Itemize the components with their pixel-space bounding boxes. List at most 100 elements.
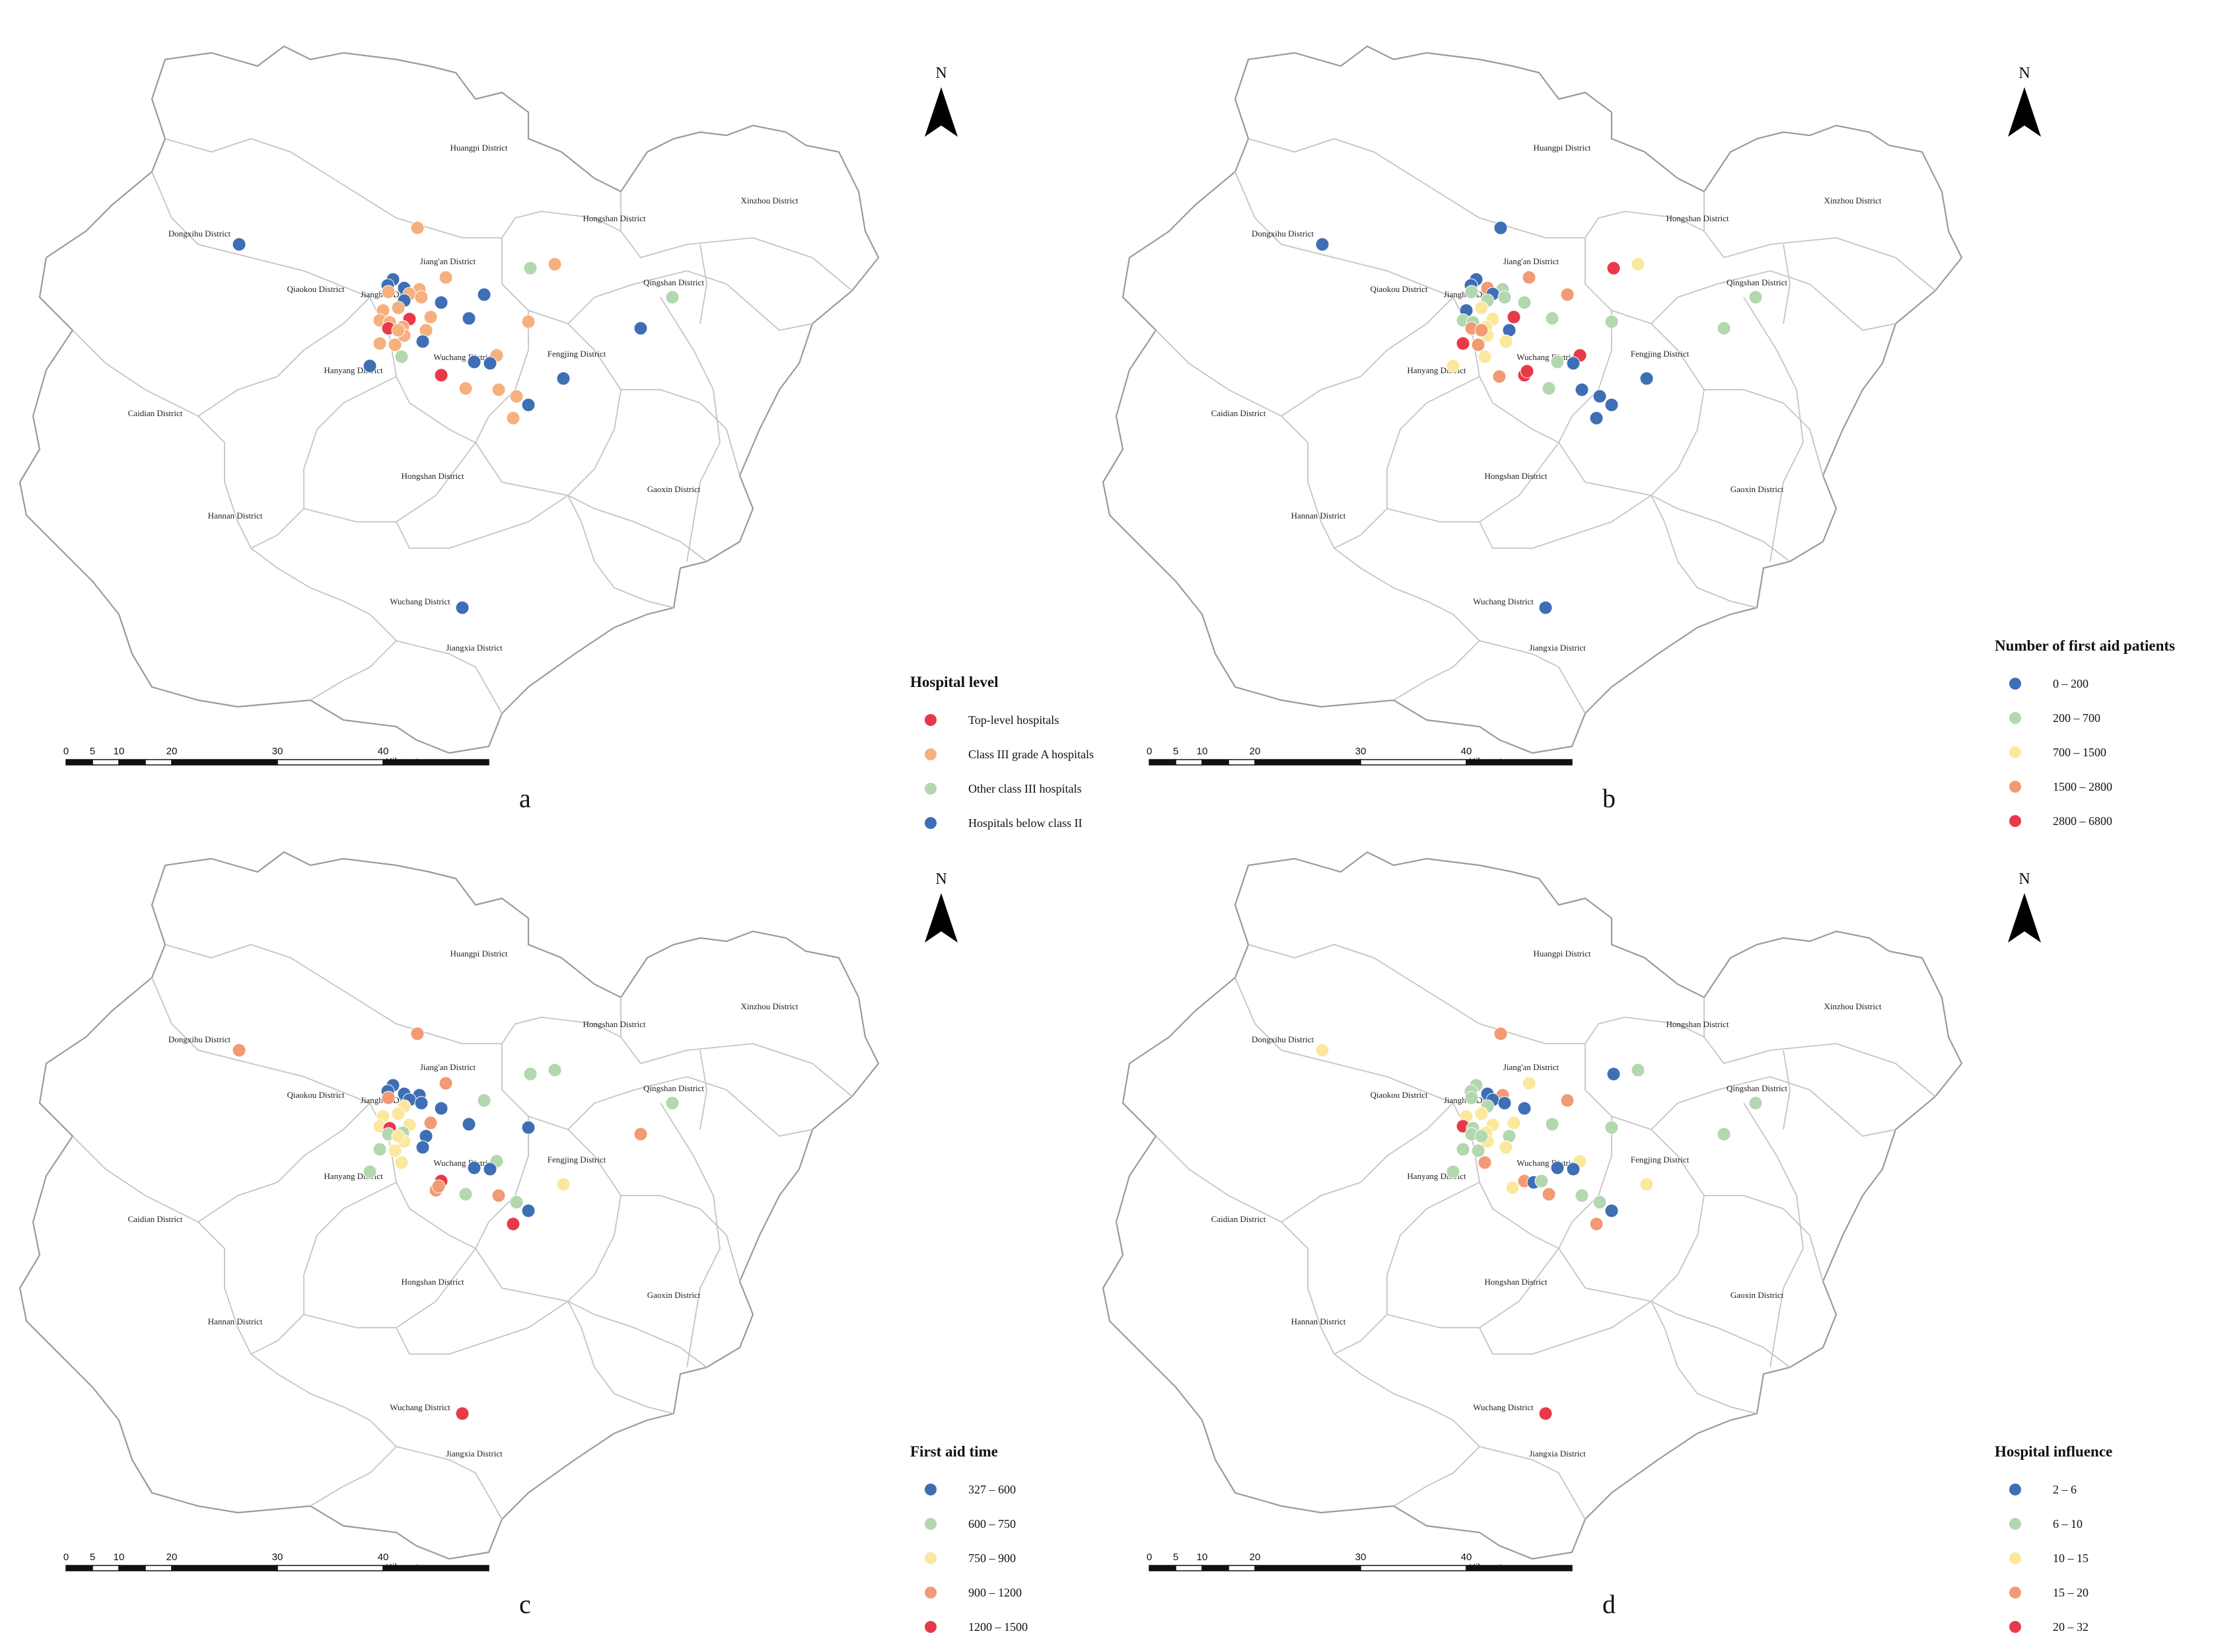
hospital-marker [363,1165,377,1179]
district-label: Qiaokou District [287,1090,344,1100]
hospital-marker [1505,1180,1520,1195]
hospital-marker [391,301,406,315]
hospital-marker [1560,1093,1575,1108]
hospital-marker [1446,1165,1460,1179]
scale-tick-label: 10 [1197,746,1208,757]
district-boundary [1704,389,1824,476]
hospital-marker [1589,1217,1604,1231]
scale-tick-label: 10 [1197,1552,1208,1563]
district-label: Hongshan District [583,1019,646,1029]
hospital-marker [521,314,536,329]
city-outline [18,851,880,1560]
hospital-marker [391,1129,406,1143]
hospital-marker [1550,1161,1565,1175]
hospital-marker [434,368,448,382]
district-label: Hongshan District [583,213,646,223]
hospital-marker [1575,1188,1589,1203]
hospital-marker [1474,301,1489,315]
district-label: Hongshan District [402,1277,464,1287]
hospital-marker [665,290,680,305]
hospital-marker [477,1093,491,1108]
district-label: Jiang'an District [1503,256,1559,266]
scale-tick-label: 30 [272,746,283,757]
district-boundary [567,495,674,608]
legend-swatch [925,748,937,760]
panel-c: Huangpi District Xinzhou District Dongxihu… [0,826,1070,1634]
hospital-marker [1522,1076,1536,1091]
north-label: N [935,871,947,888]
hospital-marker [373,1142,387,1157]
hospital-marker [455,600,470,615]
hospital-marker [414,290,429,305]
scale-unit-label: Kilometers [1469,1562,1516,1573]
district-label: Fengjing District [1631,349,1690,359]
district-label: Xinzhou District [1824,196,1881,205]
district-label: Qingshan District [643,1083,704,1093]
district-label: Hongshan District [1485,471,1548,481]
district-boundary [475,1248,707,1368]
city-outline [18,45,880,754]
legend-label: 2 – 6 [2053,1482,2077,1496]
district-boundary [501,211,622,238]
district-boundary [1704,1195,1824,1282]
legend-item: 15 – 20 [1995,1575,2214,1610]
hospital-marker [483,356,497,371]
hospital-marker [1606,261,1621,275]
hospital-marker [523,1067,538,1081]
hospital-marker [1604,314,1619,329]
district-boundary [197,1102,371,1223]
legend-title: First aid time [910,1443,998,1460]
legend-item: Other class III hospitals [910,772,1188,806]
legend: Hospital level Top-level hospitals Class I… [910,674,1188,840]
district-boundary [621,389,740,476]
hospital-marker [1471,338,1485,352]
district-boundary [1281,1102,1454,1223]
district-label: Huangpi District [1533,143,1590,153]
district-label: Gaoxin District [647,1290,701,1300]
district-label: Caidian District [1211,1214,1266,1224]
legend-item: Hospitals below class II [910,806,1188,840]
hospital-marker [1748,1096,1763,1110]
hospital-marker [381,285,396,299]
north-arrow-icon [2008,87,2041,137]
legend-item: Class III grade A hospitals [910,737,1188,772]
map-svg: Huangpi District Xinzhou District Dongxihu… [1102,45,1963,768]
district-boundary [1743,1102,1804,1368]
hospital-marker [388,1143,402,1158]
hospital-marker [556,1177,571,1192]
district-boundary [567,1076,813,1137]
scale-tick-label: 40 [1461,1552,1472,1563]
hospital-marker [1542,381,1556,396]
hospital-marker [521,1203,536,1218]
hospital-marker [1446,359,1460,373]
district-boundary [1479,1446,1586,1520]
hospital-marker [232,237,246,252]
panel-letter: c [519,1589,531,1619]
scale-tick-label: 30 [1355,746,1367,757]
district-boundary [1281,297,1454,417]
hospital-marker [1497,290,1512,305]
hospital-marker [1478,1155,1492,1170]
district-label: Wuchang District [390,1402,450,1412]
scale-tick-label: 20 [166,1552,178,1563]
legend-swatch [925,1552,937,1564]
district-label: Hannan District [1291,1316,1346,1326]
hospital-marker [1748,290,1763,305]
legend-swatch [925,817,937,829]
legend-item: 900 – 1200 [910,1575,1188,1610]
hospital-marker [665,1096,680,1110]
district-label: Qiaokou District [1370,284,1427,294]
district-label: Qingshan District [1727,277,1787,287]
district-boundary [72,1135,397,1447]
hospital-marker [1639,371,1654,386]
district-boundary [303,376,397,509]
hospital-marker [1478,349,1492,364]
hospital-marker [1631,1063,1645,1077]
district-label: Hannan District [208,1316,263,1326]
hospital-marker [423,1116,438,1130]
scale-unit-label: Kilometers [386,756,433,768]
north-label: N [2018,871,2030,888]
hospital-marker [394,1155,409,1170]
legend-swatch [2009,1518,2021,1530]
district-label: Jiang'an District [1503,1062,1559,1072]
